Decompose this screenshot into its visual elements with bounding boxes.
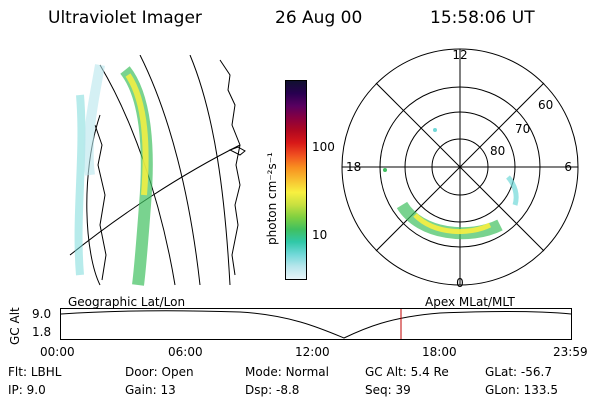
mode-label: Mode:: [245, 365, 282, 379]
latitude-line: [69, 144, 241, 256]
gain-value: 13: [160, 383, 176, 397]
timeline-axis-title: GC Alt: [8, 307, 22, 345]
gcalt-label: GC Alt:: [365, 365, 407, 379]
gcalt-value: 5.4 Re: [410, 365, 449, 379]
dsp-readout: Dsp: -8.8: [245, 383, 299, 397]
timeline-plot: [60, 308, 572, 340]
colorbar: [285, 80, 307, 280]
timeline-x-tick: 23:59: [553, 345, 588, 359]
door-readout: Door: Open: [125, 365, 194, 379]
colorbar-unit-label: photon cm⁻²s⁻¹: [265, 152, 279, 245]
timeline-y-tick: 9.0: [32, 307, 52, 321]
instrument-title: Ultraviolet Imager: [48, 8, 202, 28]
seq-label: Seq:: [365, 383, 392, 397]
filter-value: LBHL: [30, 365, 62, 379]
glon-value: 133.5: [523, 383, 558, 397]
lat-label-80: 80: [490, 144, 505, 158]
mlt-label-dawn: 6: [564, 160, 572, 174]
ip-label: IP:: [8, 383, 23, 397]
geographic-image: [69, 55, 246, 286]
polar-aurora: [383, 128, 519, 240]
glat-readout: GLat: -56.7: [485, 365, 552, 379]
apex-label: Apex MLat/MLT: [425, 295, 515, 309]
colorbar-gradient: [286, 81, 306, 279]
dsp-value: -8.8: [275, 383, 300, 397]
colorbar-tick: 10: [312, 228, 328, 242]
mlt-label-midnight: 0: [456, 276, 464, 290]
polar-plot: 12 6 0 18 60 70 80: [341, 48, 579, 290]
door-value: Open: [161, 365, 194, 379]
longitude-line: [139, 55, 201, 286]
aurora-emission: [74, 64, 153, 286]
ip-value: 9.0: [26, 383, 46, 397]
filter-label: Flt:: [8, 365, 27, 379]
door-label: Door:: [125, 365, 158, 379]
glat-label: GLat:: [485, 365, 518, 379]
timeline-frame: [60, 308, 572, 340]
dsp-label: Dsp:: [245, 383, 273, 397]
timeline-x-tick: 18:00: [422, 345, 457, 359]
mlt-label-dusk: 18: [346, 160, 361, 174]
glat-value: -56.7: [520, 365, 552, 379]
filter-readout: Flt: LBHL: [8, 365, 61, 379]
longitude-line: [189, 55, 231, 286]
mlt-label-noon: 12: [452, 48, 467, 62]
gain-label: Gain:: [125, 383, 157, 397]
timeline-x-tick: 12:00: [295, 345, 330, 359]
gain-readout: Gain: 13: [125, 383, 176, 397]
altitude-curve: [60, 310, 572, 339]
glon-readout: GLon: 133.5: [485, 383, 558, 397]
gcalt-readout: GC Alt: 5.4 Re: [365, 365, 449, 379]
timeline-x-tick: 00:00: [40, 345, 75, 359]
colorbar-tick: 100: [312, 140, 335, 154]
observation-time: 15:58:06 UT: [430, 8, 535, 28]
coastline: [94, 59, 246, 281]
mlt-meridian: [375, 82, 545, 252]
mode-value: Normal: [285, 365, 329, 379]
seq-value: 39: [395, 383, 411, 397]
glon-label: GLon:: [485, 383, 520, 397]
timeline-y-tick: 1.8: [32, 325, 52, 339]
timeline-x-tick: 06:00: [168, 345, 203, 359]
seq-readout: Seq: 39: [365, 383, 411, 397]
geographic-label: Geographic Lat/Lon: [68, 295, 186, 309]
mode-readout: Mode: Normal: [245, 365, 329, 379]
lat-label-70: 70: [515, 122, 530, 136]
ip-readout: IP: 9.0: [8, 383, 46, 397]
lat-label-60: 60: [538, 98, 553, 112]
observation-date: 26 Aug 00: [275, 8, 363, 28]
